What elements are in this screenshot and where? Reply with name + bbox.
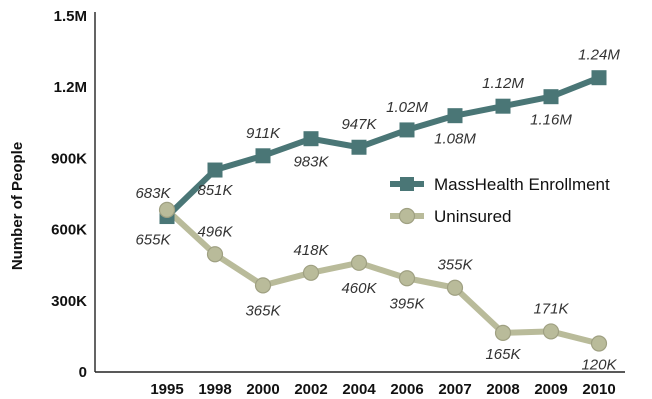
series-uninsured-data-label: 460K — [341, 280, 377, 297]
x-tick-label: 2008 — [486, 381, 519, 398]
series-uninsured-data-label: 165K — [485, 346, 521, 363]
series-uninsured-point — [446, 279, 464, 296]
series-masshealth-data-label: 1.08M — [434, 131, 476, 148]
series-uninsured-point — [350, 254, 368, 271]
y-tick-label: 600K — [51, 222, 87, 239]
legend-label: Uninsured — [434, 207, 512, 226]
series-uninsured-line — [164, 206, 602, 347]
series-masshealth-point — [543, 89, 559, 105]
series-masshealth-data-label: 1.16M — [530, 112, 572, 129]
series-uninsured-data-label: 496K — [197, 223, 233, 240]
series-masshealth-data-label: 947K — [341, 116, 377, 133]
y-tick-label: 900K — [51, 150, 87, 167]
series-uninsured-point — [398, 270, 416, 287]
series-masshealth-point — [447, 108, 463, 124]
series-uninsured-data-label: 355K — [437, 257, 473, 274]
series-uninsured-point — [254, 277, 272, 294]
series-masshealth-point — [255, 148, 271, 164]
x-tick-label: 2004 — [342, 381, 376, 398]
series-masshealth-point — [303, 131, 319, 147]
x-tick-label: 2009 — [534, 381, 567, 398]
x-tick-label: 2010 — [582, 381, 615, 398]
series-masshealth-point — [495, 98, 511, 114]
series-uninsured-data-label: 683K — [135, 185, 171, 202]
series-uninsured-point — [542, 323, 560, 340]
series-uninsured-point — [158, 201, 176, 219]
y-tick-label: 300K — [51, 293, 87, 310]
y-tick-label: 0 — [79, 364, 87, 381]
x-tick-label: 2006 — [390, 381, 423, 398]
series-uninsured-point — [590, 335, 608, 352]
series-masshealth-point — [399, 122, 415, 138]
x-tick-label: 2000 — [246, 381, 279, 398]
series-masshealth-data-label: 1.12M — [482, 75, 524, 92]
series-masshealth-data-label: 1.24M — [578, 47, 620, 64]
series-uninsured-data-label: 418K — [293, 242, 329, 259]
series-uninsured-point — [302, 264, 320, 281]
series-uninsured-data-label: 365K — [245, 302, 281, 319]
legend-square-marker — [400, 177, 414, 191]
series-uninsured-data-label: 395K — [389, 295, 425, 312]
y-tick-label: 1.5M — [54, 8, 87, 25]
x-tick-label: 2002 — [294, 381, 327, 398]
series-uninsured-data-label: 171K — [533, 300, 569, 317]
series-masshealth-point — [591, 70, 607, 86]
series-masshealth-data-label: 983K — [293, 154, 329, 171]
series-masshealth-data-label: 1.02M — [386, 99, 428, 116]
x-tick-label: 1995 — [150, 381, 183, 398]
legend-circle-marker — [398, 207, 416, 225]
y-axis-title: Number of People — [9, 142, 26, 270]
series-masshealth-data-label: 655K — [135, 232, 171, 249]
series-uninsured-point — [494, 324, 512, 341]
series-masshealth-data-label: 851K — [197, 182, 233, 199]
series-uninsured-point — [206, 246, 224, 263]
series-masshealth-point — [207, 162, 223, 178]
y-tick-label: 1.2M — [54, 79, 87, 96]
x-tick-label: 1998 — [198, 381, 231, 398]
series-masshealth-line — [164, 74, 602, 220]
series-masshealth-point — [351, 139, 367, 155]
legend-label: MassHealth Enrollment — [434, 175, 610, 194]
series-masshealth-data-label: 911K — [246, 125, 281, 142]
series-uninsured-data-label: 120K — [581, 357, 617, 374]
x-tick-label: 2007 — [438, 381, 471, 398]
